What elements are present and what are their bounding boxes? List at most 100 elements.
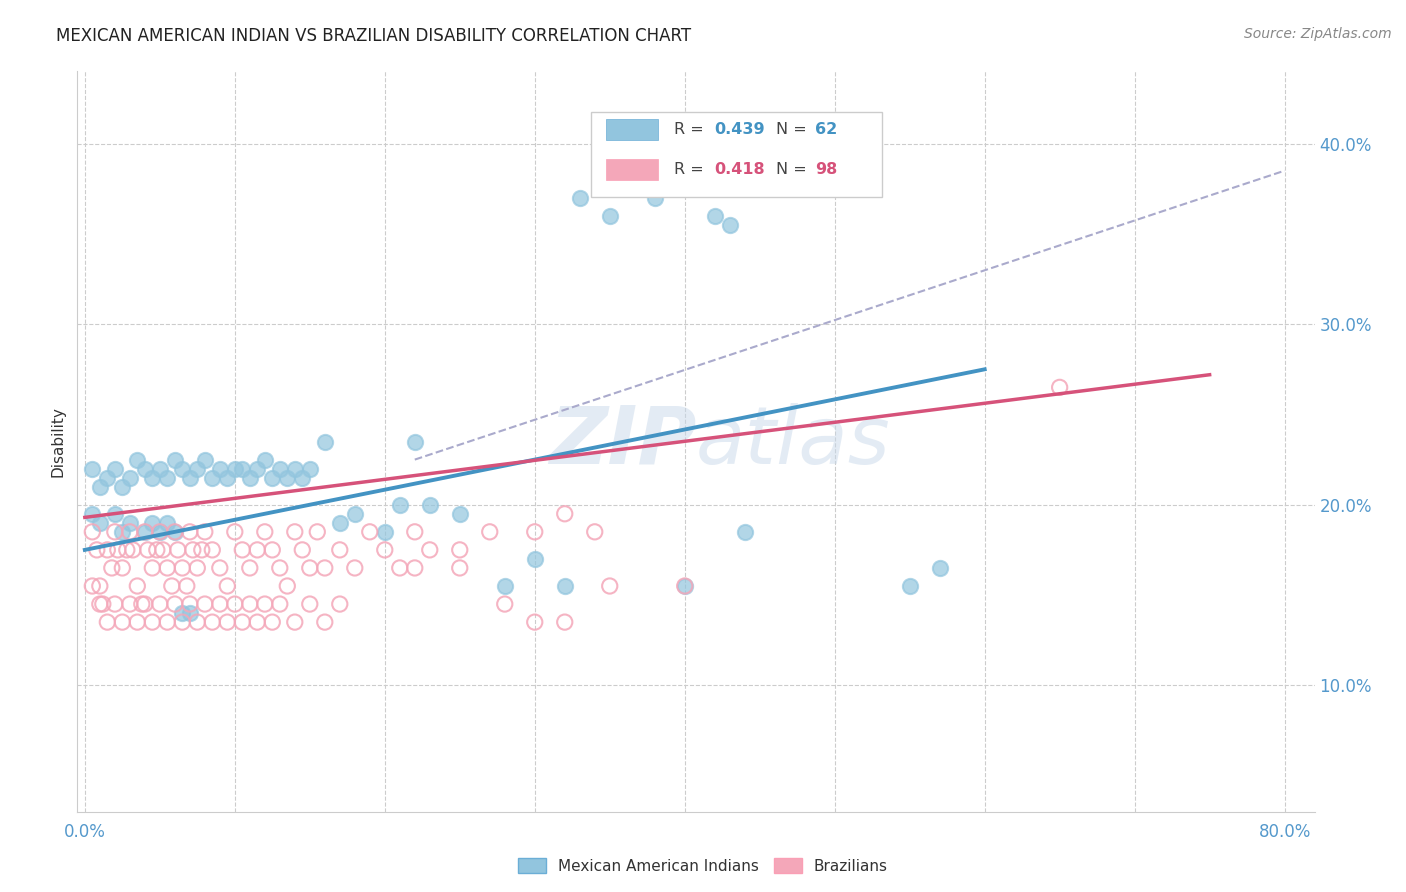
Point [201,470,224,484]
Point [82,524,104,539]
Point [156,470,179,484]
Point [163,452,186,467]
Point [141,561,163,575]
Point [224,524,246,539]
Point [217,579,239,593]
Point [96,615,118,629]
Point [554,579,576,593]
Point [152,542,174,557]
Point [172,615,194,629]
Point [118,470,141,484]
Point [644,191,666,205]
Point [208,597,231,611]
Point [246,542,269,557]
Point [554,507,576,521]
Point [269,561,291,575]
Point [314,434,336,449]
Point [404,524,426,539]
FancyBboxPatch shape [606,160,658,180]
Point [186,461,208,475]
Point [89,597,111,611]
Point [82,507,104,521]
Point [449,542,471,557]
Point [127,615,149,629]
Point [374,524,396,539]
Point [231,542,253,557]
Text: MEXICAN AMERICAN INDIAN VS BRAZILIAN DISABILITY CORRELATION CHART: MEXICAN AMERICAN INDIAN VS BRAZILIAN DIS… [56,27,692,45]
Point [523,524,546,539]
Point [673,579,696,593]
Text: N =: N = [776,122,813,137]
Point [928,561,950,575]
Point [141,615,163,629]
Point [194,452,217,467]
Text: R =: R = [673,122,709,137]
Point [262,615,284,629]
FancyBboxPatch shape [606,120,658,140]
Point [107,542,129,557]
Point [118,597,141,611]
Point [224,597,246,611]
Point [314,561,336,575]
Point [329,516,352,530]
Point [246,461,269,475]
Point [599,209,621,223]
Point [523,552,546,566]
Point [239,470,262,484]
Point [134,461,156,475]
Point [104,507,127,521]
Point [186,561,208,575]
Point [239,561,262,575]
Point [224,461,246,475]
Point [494,579,516,593]
Point [298,461,321,475]
Point [494,597,516,611]
Point [291,470,314,484]
Point [208,561,231,575]
Point [419,542,441,557]
Point [156,516,179,530]
Point [343,561,366,575]
Text: 0.439: 0.439 [714,122,765,137]
Point [149,524,172,539]
Text: N =: N = [776,162,813,178]
Point [262,470,284,484]
Point [239,597,262,611]
Point [118,516,141,530]
Point [118,524,141,539]
Point [163,524,186,539]
Point [179,524,201,539]
Point [127,579,149,593]
Point [262,542,284,557]
FancyBboxPatch shape [591,112,882,197]
Point [179,597,201,611]
Point [449,507,471,521]
Point [269,597,291,611]
Text: 0.418: 0.418 [714,162,765,178]
Point [141,470,163,484]
Point [121,542,143,557]
Point [172,461,194,475]
Point [269,461,291,475]
Point [194,597,217,611]
Point [91,597,114,611]
Point [194,524,217,539]
Point [172,606,194,620]
Point [163,524,186,539]
Point [554,615,576,629]
Point [149,597,172,611]
Point [179,470,201,484]
Point [718,218,741,232]
Point [217,615,239,629]
Point [181,542,204,557]
Point [131,597,153,611]
Point [314,615,336,629]
Point [599,579,621,593]
Text: atlas: atlas [696,402,891,481]
Point [176,579,198,593]
Point [163,597,186,611]
Point [246,615,269,629]
Point [141,516,163,530]
Point [111,524,134,539]
Point [478,524,501,539]
